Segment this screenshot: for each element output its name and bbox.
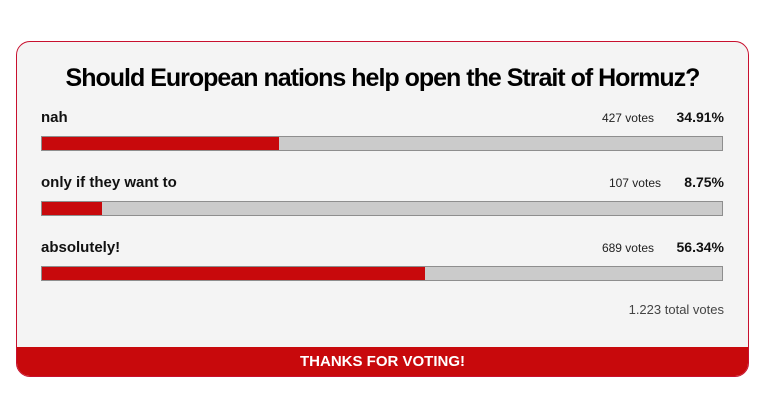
vote-count: 427 votes — [601, 111, 654, 125]
result-bar — [42, 137, 280, 150]
poll-card: Should European nations help open the St… — [16, 41, 749, 377]
thanks-banner: THANKS FOR VOTING! — [17, 347, 748, 376]
bar-track — [41, 201, 723, 216]
result-bar — [42, 202, 102, 215]
poll-title: Should European nations help open the St… — [65, 64, 701, 92]
vote-count: 689 votes — [601, 241, 654, 255]
percent-label: 8.75% — [684, 174, 724, 190]
option-label: absolutely! — [41, 239, 121, 256]
option-label: nah — [41, 109, 68, 126]
option-label: only if they want to — [41, 174, 177, 191]
total-votes: 1.223 total votes — [628, 302, 724, 317]
bar-track — [41, 266, 723, 281]
result-bar — [42, 267, 426, 280]
bar-track — [41, 136, 723, 151]
vote-count: 107 votes — [608, 176, 661, 190]
percent-label: 56.34% — [676, 239, 724, 255]
percent-label: 34.91% — [676, 109, 724, 125]
